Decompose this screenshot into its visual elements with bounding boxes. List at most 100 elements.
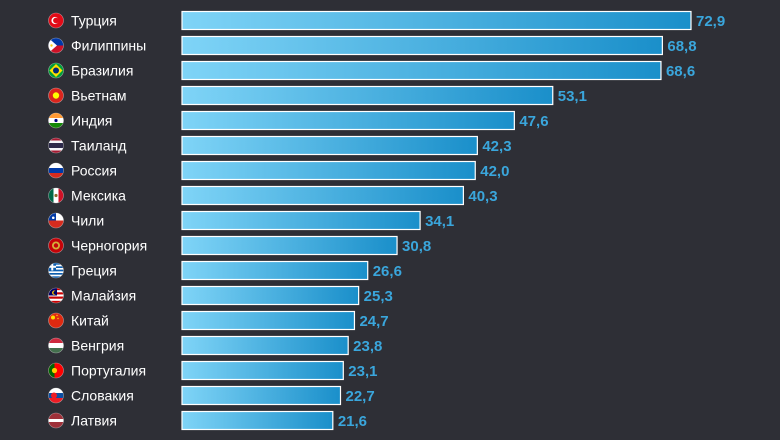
latvia-flag-icon [48, 413, 64, 428]
value-label: 68,6 [666, 63, 695, 80]
flag-outline [48, 187, 64, 204]
chart-row: Чили 34,1 [48, 210, 454, 231]
value-label: 68,8 [667, 38, 696, 55]
bar [181, 110, 515, 131]
bar [181, 60, 662, 81]
chart-row: Россия 42,0 [48, 160, 509, 181]
category-label: Малайзия [71, 288, 136, 304]
russia-flag-icon [48, 163, 64, 178]
turkey-flag-icon [48, 13, 64, 28]
chart-row: Малайзия 25,3 [48, 285, 393, 306]
india-flag-icon [48, 113, 64, 128]
bar [181, 135, 478, 156]
chart-row: Словакия 22,7 [48, 385, 375, 406]
flag-outline [48, 262, 64, 279]
category-label: Россия [71, 163, 117, 179]
value-label: 26,6 [373, 263, 402, 280]
category-label: Латвия [71, 413, 117, 429]
flag-outline [48, 12, 64, 29]
vietnam-flag-icon [48, 88, 64, 103]
flag-outline [48, 312, 64, 329]
flag-outline [48, 87, 64, 104]
chart-row: Вьетнам 53,1 [48, 85, 587, 106]
flag-outline [48, 387, 64, 404]
chart-row: Бразилия 68,6 [48, 60, 695, 81]
greece-flag-icon [48, 263, 64, 278]
category-label: Индия [71, 113, 112, 129]
value-label: 25,3 [364, 288, 393, 305]
bar [181, 260, 369, 281]
hungary-flag-icon [48, 338, 64, 353]
value-label: 42,0 [480, 163, 509, 180]
flag-outline [48, 137, 64, 154]
montenegro-flag-icon [48, 238, 64, 253]
bar [181, 210, 421, 231]
category-label: Португалия [71, 363, 146, 379]
category-label: Мексика [71, 188, 126, 204]
bar [181, 85, 554, 106]
china-flag-icon [48, 313, 64, 328]
chart-row: Китай 24,7 [48, 310, 389, 331]
chart-row: Латвия 21,6 [48, 410, 367, 431]
category-label: Венгрия [71, 338, 124, 354]
chart-row: Черногория 30,8 [48, 235, 431, 256]
bar [181, 10, 692, 31]
flag-outline [48, 237, 64, 254]
category-label: Таиланд [71, 138, 126, 154]
slovakia-flag-icon [48, 388, 64, 403]
flag-outline [48, 37, 64, 54]
flag-outline [48, 162, 64, 179]
flag-outline [48, 287, 64, 304]
flag-outline [48, 212, 64, 229]
chile-flag-icon [48, 213, 64, 228]
chart-row: Индия 47,6 [48, 110, 549, 131]
category-label: Турция [71, 13, 117, 29]
category-label: Чили [71, 213, 104, 229]
chart-row: Мексика 40,3 [48, 185, 498, 206]
bar [181, 360, 344, 381]
bar [181, 35, 663, 56]
value-label: 23,8 [353, 338, 382, 355]
portugal-flag-icon [48, 363, 64, 378]
value-label: 34,1 [425, 213, 454, 230]
mexico-flag-icon [48, 188, 64, 203]
flag-outline [48, 62, 64, 79]
value-label: 42,3 [482, 138, 511, 155]
category-label: Словакия [71, 388, 134, 404]
chart-row: Филиппины 68,8 [48, 35, 697, 56]
category-label: Бразилия [71, 63, 133, 79]
bar [181, 410, 334, 431]
flag-outline [48, 412, 64, 429]
flag-outline [48, 362, 64, 379]
bar [181, 185, 464, 206]
value-label: 72,9 [696, 13, 725, 30]
flag-outline [48, 337, 64, 354]
bar [181, 285, 360, 306]
chart-row: Португалия 23,1 [48, 360, 377, 381]
flag-outline [48, 112, 64, 129]
category-label: Греция [71, 263, 117, 279]
bar [181, 310, 356, 331]
value-label: 21,6 [338, 413, 367, 430]
bar [181, 385, 342, 406]
philippines-flag-icon [48, 38, 64, 53]
value-label: 30,8 [402, 238, 431, 255]
value-label: 47,6 [519, 113, 548, 130]
category-label: Филиппины [71, 38, 146, 54]
value-label: 40,3 [468, 188, 497, 205]
category-label: Вьетнам [71, 88, 127, 104]
chart-row: Греция 26,6 [48, 260, 402, 281]
category-label: Китай [71, 313, 109, 329]
value-label: 53,1 [558, 88, 587, 105]
thailand-flag-icon [48, 138, 64, 153]
chart-row: Таиланд 42,3 [48, 135, 512, 156]
value-label: 23,1 [348, 363, 377, 380]
chart-row: Турция 72,9 [48, 10, 725, 31]
chart-row: Венгрия 23,8 [48, 335, 382, 356]
value-label: 24,7 [359, 313, 388, 330]
bar [181, 160, 476, 181]
category-label: Черногория [71, 238, 147, 254]
bar [181, 335, 349, 356]
bar [181, 235, 398, 256]
